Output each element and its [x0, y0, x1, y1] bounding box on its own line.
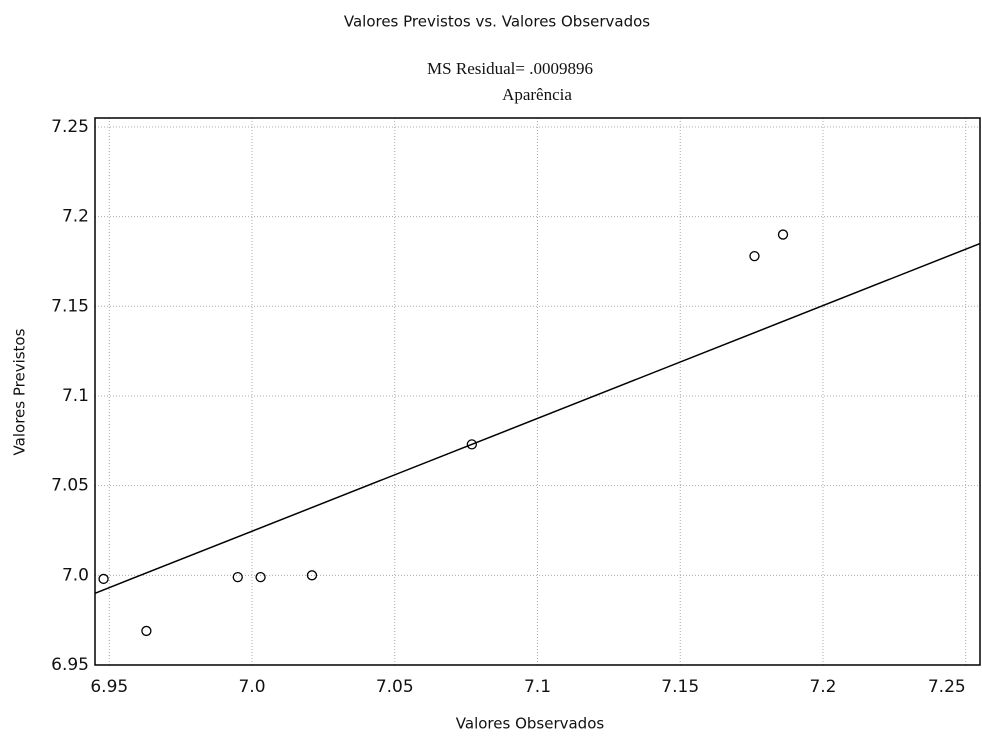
y-tick-label: 7.1	[62, 386, 89, 406]
y-tick-label: 6.95	[51, 655, 89, 675]
point	[141, 625, 152, 637]
chart-title: Valores Previstos vs. Valores Observados	[344, 13, 650, 31]
x-tick-label: 7.2	[809, 677, 836, 697]
x-axis-label: Valores Observados	[456, 715, 605, 733]
y-tick-label: 7.15	[51, 296, 89, 316]
point	[255, 571, 266, 583]
x-tick-label: 7.0	[238, 677, 265, 697]
point	[777, 229, 789, 240]
fit-line	[94, 242, 981, 594]
plot-frame	[94, 117, 981, 666]
point	[306, 570, 318, 581]
point	[749, 250, 760, 262]
x-tick-label: 7.25	[928, 677, 966, 697]
chart-subtitle: MS Residual= .0009896	[427, 59, 593, 78]
point	[466, 439, 477, 450]
y-tick-label: 7.05	[51, 476, 89, 496]
y-axis-label: Valores Previstos	[11, 328, 29, 455]
x-tick-label: 7.05	[376, 677, 414, 697]
x-tick-label: 6.95	[90, 677, 128, 697]
chart-subtitle: Aparência	[502, 85, 572, 104]
x-tick-label: 7.15	[661, 677, 699, 697]
x-tick-label: 7.1	[524, 677, 551, 697]
y-tick-label: 7.25	[51, 117, 89, 137]
point	[98, 573, 109, 585]
point	[232, 571, 243, 583]
y-tick-label: 7.0	[62, 565, 89, 585]
y-tick-label: 7.2	[62, 207, 89, 227]
